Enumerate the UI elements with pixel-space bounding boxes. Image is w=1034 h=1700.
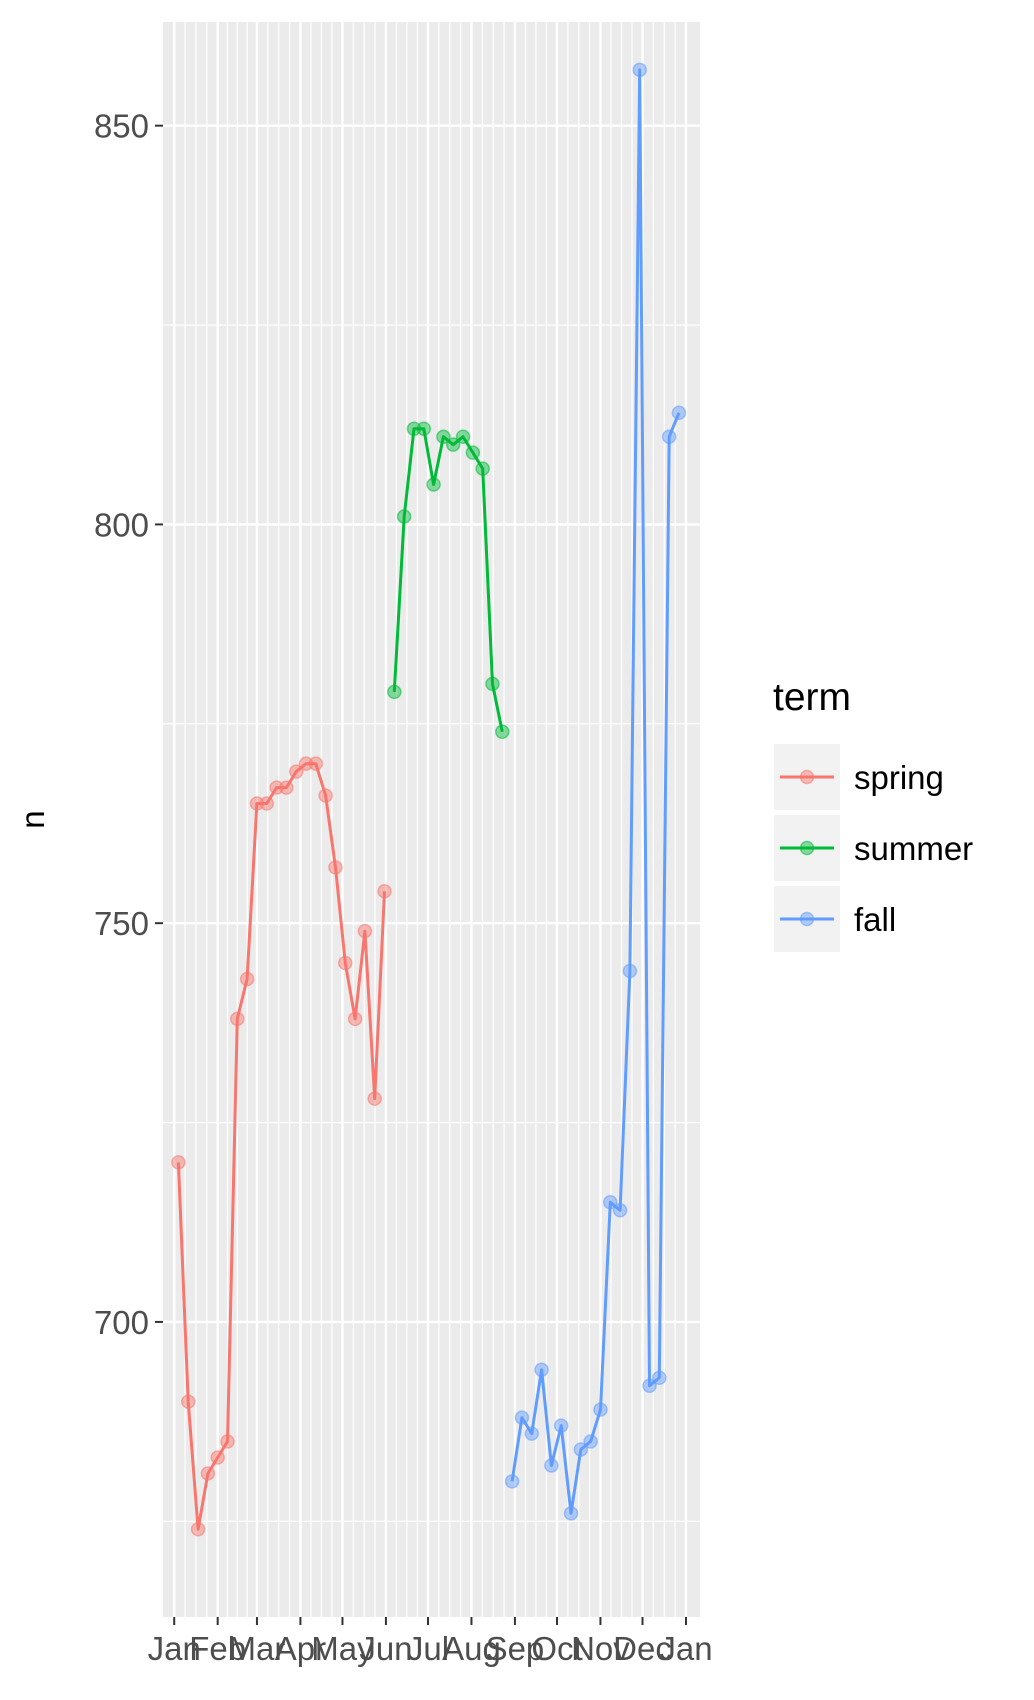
data-point-fall — [504, 1474, 520, 1489]
data-point-spring — [230, 1011, 245, 1027]
data-point-summer — [387, 684, 402, 700]
data-point-spring — [308, 756, 324, 771]
data-point-summer — [416, 421, 432, 436]
x-tick-label: Oct — [531, 1630, 582, 1667]
x-tick-label: Feb — [189, 1630, 246, 1667]
data-point-summer — [455, 429, 471, 444]
data-point-spring — [279, 780, 294, 795]
data-point-spring — [210, 1450, 225, 1465]
legend-label-fall: fall — [854, 901, 896, 938]
data-point-summer — [465, 445, 481, 460]
series-line-spring — [176, 762, 386, 1531]
y-axis-label: n — [14, 810, 51, 828]
data-point-spring — [338, 955, 353, 971]
minor-gridlines — [163, 22, 700, 1617]
legend-key-point-fall — [799, 911, 815, 927]
data-point-fall — [534, 1362, 549, 1378]
x-tick-label: Jan — [659, 1630, 712, 1667]
data-point-summer — [426, 477, 441, 492]
data-point-fall — [612, 1203, 628, 1218]
series-line-fall — [510, 68, 681, 1515]
x-tick-label: May — [311, 1630, 374, 1667]
data-point-fall — [661, 429, 677, 444]
x-tick-label: Mar — [229, 1630, 286, 1667]
data-point-fall — [544, 1458, 559, 1473]
x-tick-label: Nov — [571, 1630, 630, 1667]
x-tick-label: Dec — [613, 1630, 672, 1667]
data-point-spring — [269, 780, 284, 795]
data-point-fall — [573, 1442, 589, 1457]
data-point-spring — [171, 1155, 186, 1170]
data-point-summer — [485, 676, 500, 692]
legend: term spring summer fall — [773, 676, 973, 952]
x-tick-label: Jan — [148, 1630, 201, 1667]
data-point-spring — [288, 764, 304, 779]
data-point-fall — [553, 1418, 569, 1433]
x-tick-label: Apr — [275, 1630, 326, 1667]
data-point-fall — [583, 1434, 598, 1449]
data-point-spring — [180, 1394, 196, 1409]
data-point-fall — [671, 405, 687, 421]
legend-key-point-spring — [799, 769, 815, 785]
data-point-spring — [220, 1434, 235, 1449]
y-tick-label: 850 — [94, 108, 149, 145]
data-point-summer — [495, 724, 510, 740]
data-point-summer — [475, 461, 490, 476]
y-tick-label: 800 — [94, 506, 149, 543]
y-axis: 700 750 800 850 — [94, 108, 163, 1341]
data-point-spring — [377, 884, 392, 899]
data-point-spring — [367, 1091, 382, 1106]
data-point-spring — [347, 1011, 363, 1027]
plot-panel — [163, 22, 700, 1617]
data-point-spring — [190, 1522, 206, 1537]
data-point-fall — [632, 62, 647, 78]
data-point-summer — [445, 437, 461, 452]
data-point-fall — [514, 1410, 530, 1425]
data-point-summer — [406, 421, 422, 436]
data-point-spring — [259, 796, 275, 811]
data-point-spring — [357, 923, 373, 939]
data-point-fall — [563, 1506, 579, 1521]
data-point-spring — [200, 1466, 216, 1481]
data-point-fall — [603, 1195, 618, 1210]
data-point-spring — [328, 860, 343, 875]
data-point-spring — [298, 756, 314, 771]
legend-key-point-summer — [799, 840, 815, 856]
legend-items: spring summer fall — [774, 744, 973, 952]
x-tick-label: Jun — [359, 1630, 412, 1667]
data-point-spring — [249, 796, 265, 811]
x-tick-label: Jul — [407, 1630, 449, 1667]
data-point-fall — [524, 1426, 539, 1441]
series-points — [171, 62, 687, 1537]
legend-title: term — [773, 676, 851, 719]
data-point-summer — [396, 509, 412, 524]
y-tick-label: 700 — [94, 1304, 149, 1341]
y-tick-label: 750 — [94, 905, 149, 942]
data-point-fall — [622, 963, 638, 979]
data-point-summer — [436, 429, 451, 444]
legend-label-spring: spring — [854, 759, 944, 796]
data-point-fall — [593, 1402, 608, 1417]
x-tick-label: Sep — [486, 1630, 545, 1667]
data-point-fall — [642, 1378, 657, 1393]
data-point-fall — [652, 1370, 667, 1385]
x-tick-label: Aug — [442, 1630, 501, 1667]
legend-label-summer: summer — [854, 830, 973, 867]
data-point-spring — [318, 788, 333, 803]
data-point-spring — [239, 971, 255, 987]
